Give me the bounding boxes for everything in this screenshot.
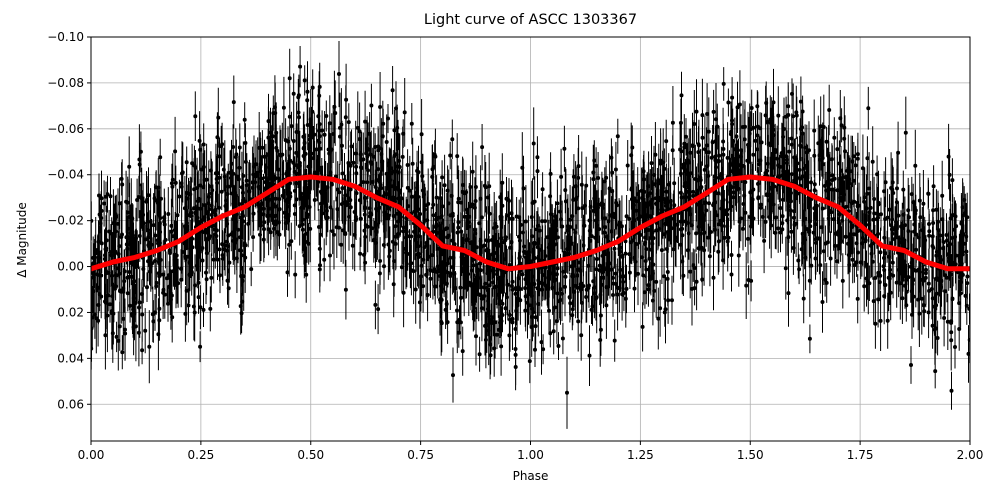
chart-title: Light curve of ASCC 1303367 — [423, 12, 638, 28]
x-tick-label: 1.25 — [627, 448, 654, 462]
x-tick-label: 1.75 — [847, 448, 874, 462]
x-tick-label: 1.50 — [737, 448, 764, 462]
y-tick-label: −0.10 — [47, 30, 84, 44]
y-tick-label: 0.04 — [57, 351, 84, 365]
model-curve — [91, 174, 970, 272]
x-tick-label: 0.00 — [78, 448, 105, 462]
y-tick-label: 0.06 — [57, 397, 84, 411]
x-axis-label: Phase — [512, 469, 549, 483]
x-tick-label: 1.00 — [517, 448, 544, 462]
y-tick-label: −0.08 — [47, 76, 84, 90]
x-tick-label: 0.75 — [407, 448, 434, 462]
y-tick-label: 0.02 — [57, 305, 84, 319]
y-tick-label: 0.00 — [57, 260, 84, 274]
y-tick-label: −0.02 — [47, 214, 84, 228]
x-tick-label: 0.25 — [188, 448, 215, 462]
y-tick-label: −0.04 — [47, 168, 84, 182]
y-tick-label: −0.06 — [47, 122, 84, 136]
x-tick-label: 0.50 — [297, 448, 324, 462]
x-axis-ticks: 0.00 0.25 0.50 0.75 1.00 1.25 1.50 1.75 2.00 — [78, 441, 984, 462]
x-tick-label: 2.00 — [957, 448, 984, 462]
model-line — [91, 174, 970, 272]
y-axis-ticks: −0.10 −0.08 −0.06 −0.04 −0.02 0.00 0.02 0.04 0.0… — [47, 30, 91, 411]
